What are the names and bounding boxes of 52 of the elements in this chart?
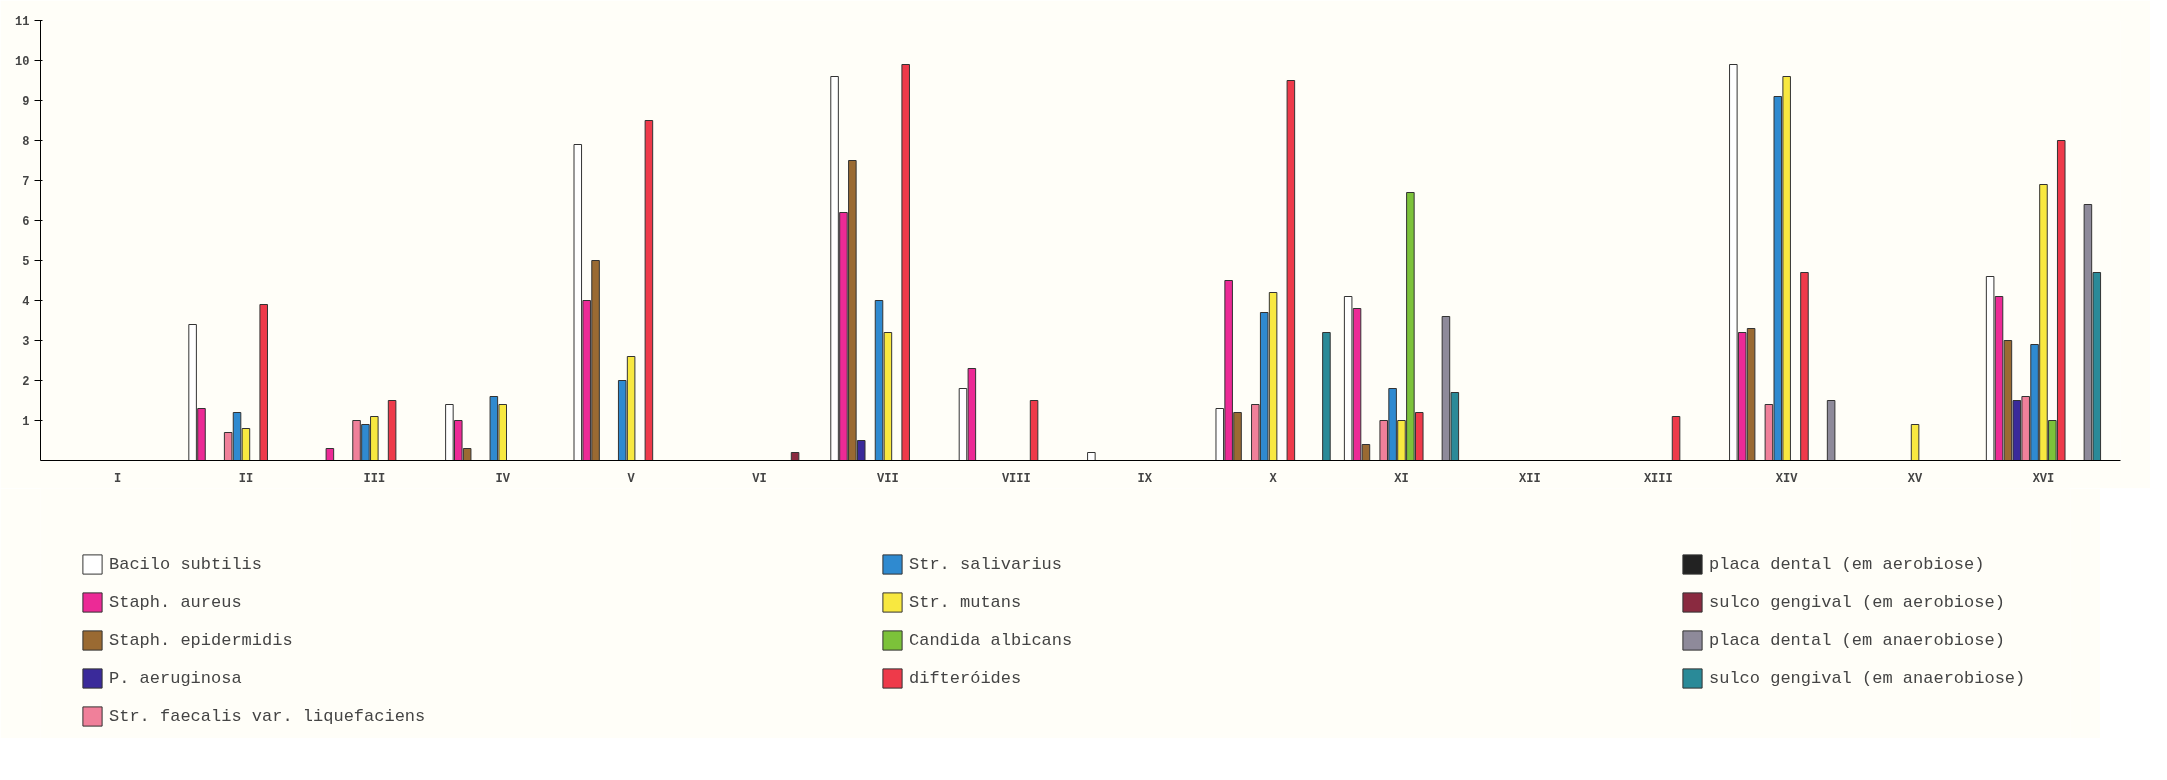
x-tick-label: XIV [1775, 471, 1799, 486]
x-tick-label: VII [877, 471, 899, 486]
bar [644, 120, 654, 461]
legend-label: Staph. epidermidis [109, 630, 293, 650]
y-tick-label: 9 [22, 95, 30, 109]
x-tick-label: VI [752, 471, 767, 486]
x-tick-label: X [1269, 471, 1278, 486]
bar [1910, 424, 1920, 461]
bar [1322, 332, 1331, 461]
x-tick-label: XII [1519, 471, 1541, 486]
legend-label: Candida albicans [909, 630, 1073, 650]
bar [1800, 272, 1809, 461]
legend-label: Str. faecalis var. liquefaciens [109, 706, 426, 726]
legend-label: Bacilo subtilis [109, 554, 263, 574]
x-tick-label: IX [1137, 471, 1153, 486]
x-tick-label: XI [1394, 471, 1409, 486]
bar [387, 400, 397, 461]
x-tick-label: XVI [2032, 471, 2055, 486]
legend-label: Staph. aureus [109, 592, 242, 612]
bar [1286, 80, 1296, 461]
legend-label: placa dental (em aerobiose) [1709, 554, 1985, 574]
legend-label: sulco gengival (em aerobiose) [1709, 592, 2005, 612]
y-tick-label: 3 [22, 335, 30, 349]
x-tick-label: XV [1907, 471, 1924, 486]
bar [1826, 400, 1836, 461]
y-tick-label: 6 [22, 215, 30, 229]
y-tick-label: 4 [22, 295, 30, 309]
bar [901, 64, 910, 461]
x-tick-label: XIII [1643, 471, 1673, 486]
y-tick-label: 11 [15, 15, 30, 29]
x-tick-label: VIII [1001, 471, 1031, 486]
legend-label: P. aeruginosa [109, 668, 242, 688]
x-tick-label: III [363, 471, 386, 486]
y-tick-label: 10 [15, 55, 30, 69]
y-tick-label: 1 [22, 415, 30, 429]
bar [259, 304, 268, 461]
x-tick-label: IV [495, 471, 511, 486]
legend-label: difteróides [909, 668, 1022, 688]
x-tick-label: V [627, 471, 636, 486]
legend-label: sulco gengival (em anaerobiose) [1709, 668, 2026, 688]
legend-label: Str. salivarius [909, 554, 1063, 574]
y-tick-label: 5 [22, 255, 30, 269]
x-tick-label: I [113, 471, 122, 486]
bar [325, 448, 335, 461]
x-tick-label: II [238, 471, 254, 486]
bar [1029, 400, 1039, 461]
legend-label: placa dental (em anaerobiose) [1709, 630, 2005, 650]
y-tick-label: 7 [22, 175, 30, 189]
y-tick-label: 2 [22, 375, 30, 389]
bar [1671, 416, 1681, 461]
legend-label: Str. mutans [909, 592, 1022, 612]
y-tick-label: 8 [22, 135, 30, 149]
